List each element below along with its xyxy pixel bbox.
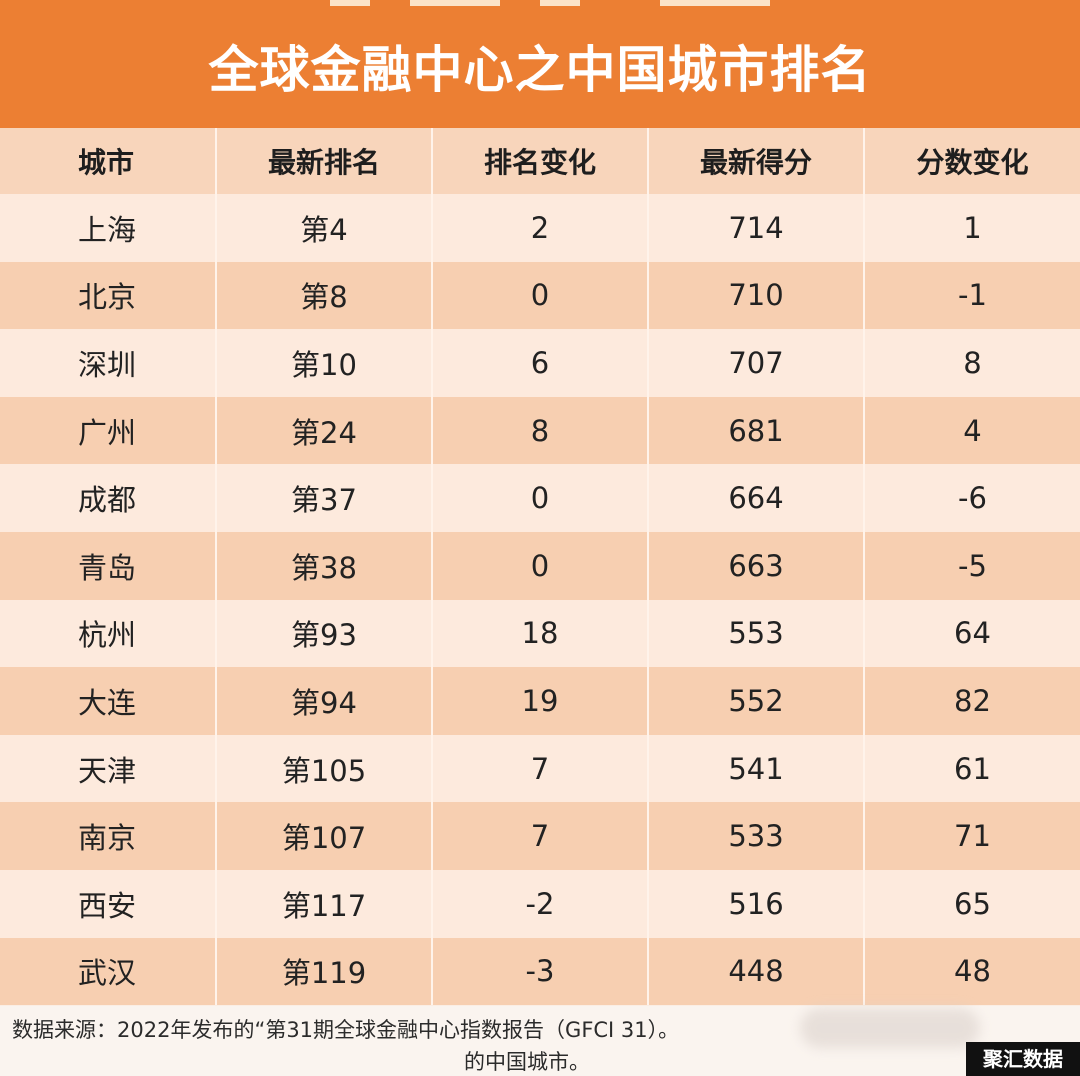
cell-latest-rank: 第94 [216, 667, 433, 735]
cell-score-change: 8 [864, 329, 1080, 397]
watermark-logo: 聚汇数据 [966, 1042, 1080, 1076]
cell-latest-score: 710 [648, 261, 865, 330]
cell-latest-score: 663 [648, 531, 865, 600]
cell-score-change: 1 [864, 194, 1080, 262]
blurred-region [800, 1008, 980, 1048]
cell-rank-change: 8 [432, 396, 649, 465]
cell-city: 上海 [0, 194, 217, 262]
banner-notch [330, 0, 370, 6]
cell-city: 南京 [0, 802, 217, 870]
cell-latest-score: 516 [648, 869, 865, 938]
cell-rank-change: 0 [432, 464, 649, 532]
cell-latest-rank: 第10 [216, 329, 433, 397]
table-row: 北京 第8 0 710 -1 [0, 261, 1080, 330]
page-title: 全球金融中心之中国城市排名 [208, 41, 872, 99]
cell-rank-change: -3 [432, 937, 649, 1006]
cell-rank-change: -2 [432, 869, 649, 938]
cell-rank-change: 2 [432, 194, 649, 262]
cell-latest-score: 707 [648, 329, 865, 397]
source-footer: 数据来源：2022年发布的“第31期全球金融中心指数报告（GFCI 31）。 的… [0, 1006, 1080, 1076]
table-row: 上海 第4 2 714 1 [0, 194, 1080, 262]
cell-score-change: 82 [864, 667, 1080, 735]
table-row: 青岛 第38 0 663 -5 [0, 531, 1080, 600]
cell-latest-rank: 第24 [216, 396, 433, 465]
column-header-rank-change: 排名变化 [432, 128, 649, 194]
cell-city: 大连 [0, 667, 217, 735]
cell-latest-score: 553 [648, 599, 865, 668]
banner-notch [410, 0, 500, 6]
source-note: 数据来源：2022年发布的“第31期全球金融中心指数报告（GFCI 31）。 [12, 1018, 680, 1042]
cell-latest-rank: 第117 [216, 869, 433, 938]
cell-latest-score: 714 [648, 194, 865, 262]
cell-city: 北京 [0, 261, 217, 330]
cell-latest-rank: 第38 [216, 531, 433, 600]
cell-city: 杭州 [0, 599, 217, 668]
cell-city: 西安 [0, 869, 217, 938]
table-row: 广州 第24 8 681 4 [0, 396, 1080, 465]
cell-city: 天津 [0, 734, 217, 803]
table-row: 深圳 第10 6 707 8 [0, 329, 1080, 397]
table-row: 西安 第117 -2 516 65 [0, 869, 1080, 938]
cell-latest-rank: 第37 [216, 464, 433, 532]
column-header-latest-rank: 最新排名 [216, 128, 433, 194]
cell-latest-rank: 第105 [216, 734, 433, 803]
cell-rank-change: 18 [432, 599, 649, 668]
cell-score-change: 65 [864, 869, 1080, 938]
cell-latest-rank: 第93 [216, 599, 433, 668]
table-row: 天津 第105 7 541 61 [0, 734, 1080, 803]
cell-rank-change: 19 [432, 667, 649, 735]
cell-city: 青岛 [0, 531, 217, 600]
title-banner: 全球金融中心之中国城市排名 [0, 0, 1080, 128]
cell-score-change: -5 [864, 531, 1080, 600]
cell-score-change: 48 [864, 937, 1080, 1006]
cell-latest-score: 448 [648, 937, 865, 1006]
cell-latest-score: 681 [648, 396, 865, 465]
source-note-continued: 的中国城市。 [464, 1050, 590, 1074]
banner-notch [540, 0, 580, 6]
cell-city: 武汉 [0, 937, 217, 1006]
cell-city: 成都 [0, 464, 217, 532]
column-header-score-change: 分数变化 [864, 128, 1080, 194]
banner-notch [660, 0, 770, 6]
table-body: 上海 第4 2 714 1 北京 第8 0 710 -1 深圳 第10 6 707 8 广州 第24 8 681 4 成… [0, 194, 1080, 1006]
cell-latest-rank: 第4 [216, 194, 433, 262]
table-row: 武汉 第119 -3 448 48 [0, 937, 1080, 1006]
ranking-table: 城市 最新排名 排名变化 最新得分 分数变化 上海 第4 2 714 1 北京 第8 0 710… [0, 128, 1080, 1006]
cell-score-change: 4 [864, 396, 1080, 465]
cell-city: 深圳 [0, 329, 217, 397]
cell-latest-score: 533 [648, 802, 865, 870]
column-header-city: 城市 [0, 128, 217, 194]
cell-rank-change: 7 [432, 734, 649, 803]
cell-rank-change: 0 [432, 531, 649, 600]
table-row: 大连 第94 19 552 82 [0, 667, 1080, 735]
cell-rank-change: 7 [432, 802, 649, 870]
cell-rank-change: 0 [432, 261, 649, 330]
table-header-row: 城市 最新排名 排名变化 最新得分 分数变化 [0, 128, 1080, 194]
column-header-latest-score: 最新得分 [648, 128, 865, 194]
cell-score-change: -1 [864, 261, 1080, 330]
cell-latest-score: 552 [648, 667, 865, 735]
cell-latest-score: 664 [648, 464, 865, 532]
cell-rank-change: 6 [432, 329, 649, 397]
cell-city: 广州 [0, 396, 217, 465]
cell-score-change: 64 [864, 599, 1080, 668]
cell-latest-rank: 第107 [216, 802, 433, 870]
table-row: 成都 第37 0 664 -6 [0, 464, 1080, 532]
cell-score-change: 61 [864, 734, 1080, 803]
cell-latest-score: 541 [648, 734, 865, 803]
cell-score-change: 71 [864, 802, 1080, 870]
table-row: 杭州 第93 18 553 64 [0, 599, 1080, 668]
table-row: 南京 第107 7 533 71 [0, 802, 1080, 870]
cell-latest-rank: 第119 [216, 937, 433, 1006]
cell-latest-rank: 第8 [216, 261, 433, 330]
cell-score-change: -6 [864, 464, 1080, 532]
